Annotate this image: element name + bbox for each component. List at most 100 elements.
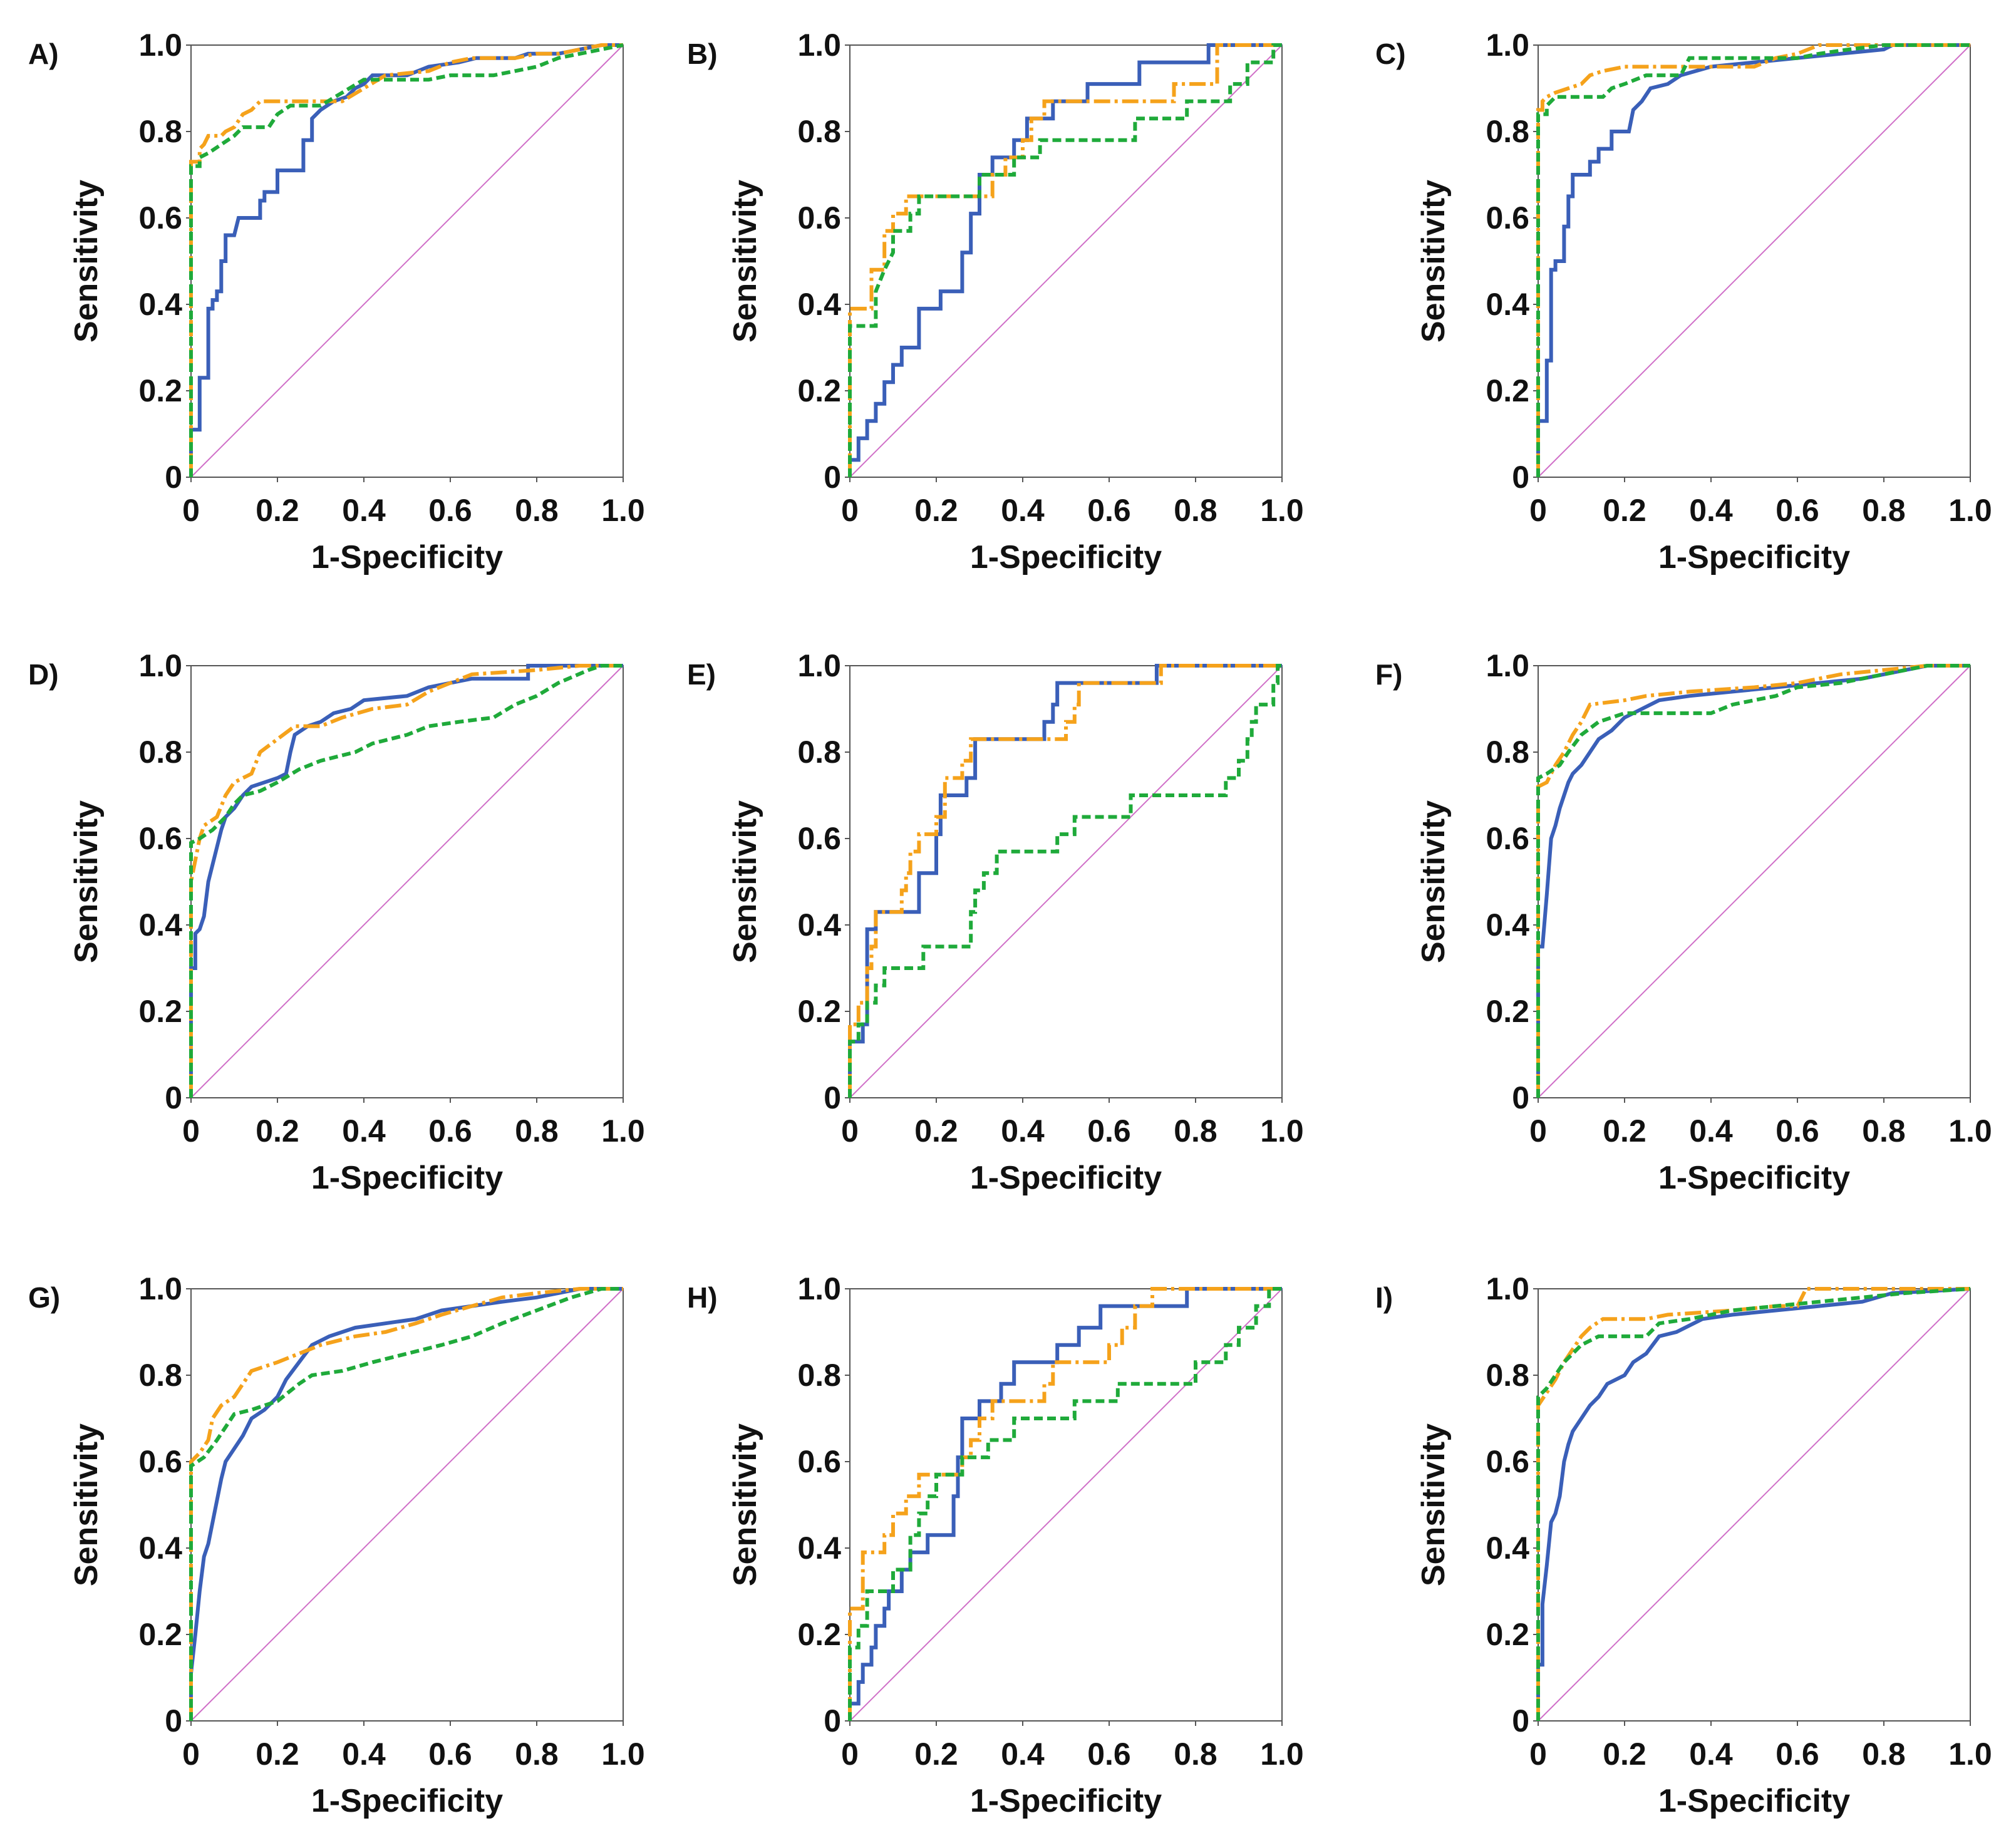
roc-curve-green — [848, 43, 1282, 477]
y-tick-label: 0.8 — [797, 114, 841, 149]
x-tick-label: 1.0 — [1948, 1113, 1992, 1149]
x-tick-label: 0.2 — [914, 1113, 958, 1149]
y-tick-label: 0.6 — [1486, 200, 1529, 235]
y-axis-label: Sensitivity — [1415, 800, 1452, 963]
y-tick-label: 0 — [165, 460, 182, 495]
y-tick-label: 1.0 — [797, 1271, 841, 1306]
x-tick-label: 0.2 — [256, 493, 299, 528]
roc-curve-orange — [848, 43, 1282, 477]
roc-curve-orange — [848, 664, 1282, 1098]
y-tick-label: 0.2 — [797, 1617, 841, 1652]
x-tick-label: 0.2 — [256, 1113, 299, 1149]
y-tick-label: 0.4 — [1486, 1531, 1529, 1566]
x-axis-label: 1-Specificity — [311, 539, 503, 576]
y-tick-label: 0.8 — [1486, 735, 1529, 770]
x-axis-label: 1-Specificity — [1658, 1160, 1850, 1196]
roc-panel-e: E) 0 0.2 0.4 0.6 0.8 1.0 0 0.2 0.4 0.6 0.8 1.0 1-Spec… — [687, 648, 1304, 1196]
x-tick-label: 0.8 — [1862, 493, 1906, 528]
x-tick-label: 1.0 — [1260, 1113, 1304, 1149]
x-tick-label: 0.6 — [1087, 1737, 1131, 1772]
y-tick-label: 0.6 — [1486, 821, 1529, 856]
roc-panel-c: C) 0 0.2 0.4 0.6 0.8 1.0 0 0.2 0.4 0.6 0.8 1.0 1-Spec… — [1375, 28, 1992, 576]
x-tick-label: 0 — [1529, 1113, 1547, 1149]
x-tick-label: 0.2 — [914, 1737, 958, 1772]
y-tick-label: 0 — [824, 1080, 841, 1115]
y-axis-label: Sensitivity — [68, 180, 105, 343]
x-tick-label: 0.8 — [515, 1737, 559, 1772]
reference-line — [849, 44, 1283, 478]
x-tick-label: 0.8 — [515, 493, 559, 528]
y-axis-label: Sensitivity — [727, 800, 763, 963]
y-tick-label: 0.6 — [797, 200, 841, 235]
roc-curve-orange — [1536, 43, 1970, 477]
roc-panel-a: A) 0 0.2 0.4 0.6 0.8 1.0 0 0.2 0.4 0.6 0.8 1.0 1-Spec… — [28, 28, 645, 576]
y-tick-label: 1.0 — [797, 648, 841, 683]
x-axis-label: 1-Specificity — [1658, 1783, 1850, 1819]
panel-label: C) — [1375, 38, 1406, 70]
y-tick-label: 0.2 — [138, 373, 182, 408]
roc-curve-green — [1536, 1287, 1971, 1721]
y-tick-label: 0 — [165, 1080, 182, 1115]
roc-curve-blue — [1536, 1287, 1971, 1721]
x-tick-label: 1.0 — [601, 493, 645, 528]
y-tick-label: 0.6 — [138, 1444, 182, 1479]
panel-label: H) — [687, 1281, 718, 1314]
y-tick-label: 0.2 — [797, 994, 841, 1029]
y-tick-label: 0.4 — [138, 907, 182, 942]
x-tick-label: 0.4 — [1001, 1737, 1045, 1772]
y-tick-label: 0.4 — [797, 1531, 841, 1566]
y-tick-label: 0 — [165, 1703, 182, 1738]
y-tick-label: 0 — [1512, 1080, 1529, 1115]
x-axis-label: 1-Specificity — [311, 1160, 503, 1196]
roc-curve-orange — [189, 664, 623, 1098]
x-tick-label: 0.8 — [1174, 493, 1217, 528]
y-axis-label: Sensitivity — [1415, 1423, 1452, 1586]
x-tick-label: 0.6 — [1087, 1113, 1131, 1149]
x-tick-label: 1.0 — [1260, 493, 1304, 528]
roc-panel-g: G) 0 0.2 0.4 0.6 0.8 1.0 0 0.2 0.4 0.6 0.8 1.0 1-Spec… — [28, 1271, 645, 1819]
y-tick-label: 0.4 — [1486, 287, 1529, 322]
roc-curve-orange — [189, 43, 623, 477]
y-tick-label: 0 — [824, 1703, 841, 1738]
roc-curve-blue — [848, 1287, 1282, 1721]
y-axis-label: Sensitivity — [727, 1423, 763, 1586]
y-axis-label: Sensitivity — [68, 1423, 105, 1586]
x-tick-label: 0.6 — [428, 1113, 472, 1149]
y-tick-label: 0.4 — [797, 287, 841, 322]
roc-curve-blue — [189, 664, 623, 1098]
y-tick-label: 0.8 — [138, 1358, 182, 1393]
roc-panel-i: I) 0 0.2 0.4 0.6 0.8 1.0 0 0.2 0.4 0.6 0.8 1.0 1-Spec… — [1375, 1271, 1992, 1819]
roc-curve-orange — [189, 1287, 623, 1721]
y-tick-label: 0.6 — [797, 1444, 841, 1479]
x-tick-label: 0 — [841, 493, 859, 528]
x-tick-label: 0.4 — [1689, 1737, 1733, 1772]
x-tick-label: 0.4 — [1689, 1113, 1733, 1149]
x-tick-label: 0.4 — [342, 1113, 386, 1149]
x-tick-label: 0 — [1529, 1737, 1547, 1772]
panel-label: F) — [1375, 658, 1402, 691]
y-tick-label: 0.2 — [138, 1617, 182, 1652]
x-axis-label: 1-Specificity — [970, 1783, 1162, 1819]
x-tick-label: 0.2 — [1603, 1113, 1646, 1149]
y-tick-label: 1.0 — [138, 28, 182, 63]
x-tick-label: 0 — [182, 1737, 200, 1772]
x-tick-label: 0.6 — [1087, 493, 1131, 528]
y-tick-label: 0.8 — [797, 735, 841, 770]
panel-label: A) — [28, 38, 59, 70]
y-tick-label: 0.8 — [1486, 1358, 1529, 1393]
y-tick-label: 0.2 — [1486, 994, 1529, 1029]
panel-label: I) — [1375, 1281, 1393, 1314]
x-axis-label: 1-Specificity — [970, 1160, 1162, 1196]
y-tick-label: 0.8 — [138, 735, 182, 770]
x-tick-label: 0.4 — [1689, 493, 1733, 528]
roc-curve-green — [1536, 664, 1970, 1098]
y-tick-label: 0.4 — [797, 907, 841, 942]
y-tick-label: 0.2 — [138, 994, 182, 1029]
x-tick-label: 1.0 — [601, 1737, 645, 1772]
x-tick-label: 0.2 — [256, 1737, 299, 1772]
y-tick-label: 0.2 — [1486, 373, 1529, 408]
y-tick-label: 0.6 — [138, 821, 182, 856]
x-tick-label: 0.2 — [1603, 493, 1646, 528]
x-tick-label: 0.6 — [428, 493, 472, 528]
roc-curve-blue — [189, 1287, 623, 1721]
